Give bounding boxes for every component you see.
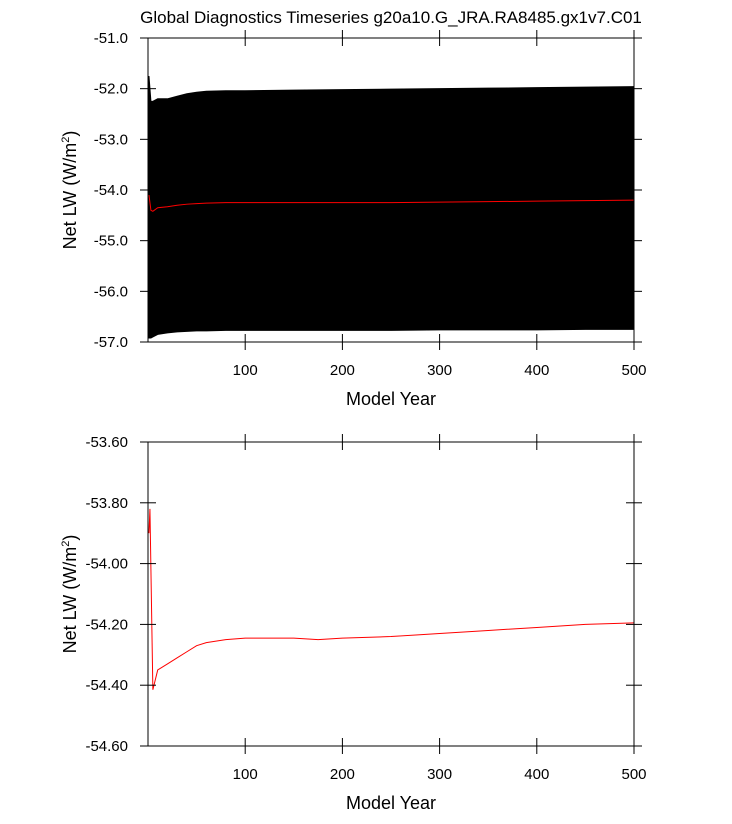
y-tick-label: -54.40 xyxy=(85,677,128,694)
y-tick-label: -57.0 xyxy=(94,334,128,351)
y-tick-label: -55.0 xyxy=(94,233,128,250)
y-axis-label: Net LW (W/m2) xyxy=(60,535,80,654)
envelope-area xyxy=(148,75,635,339)
x-tick-label: 400 xyxy=(524,362,549,379)
y-axis-label: Net LW (W/m2) xyxy=(60,131,80,250)
y-axis-label-end: ) xyxy=(60,535,80,541)
series-line xyxy=(148,508,635,690)
series-line xyxy=(148,195,635,212)
y-axis-label-end: ) xyxy=(60,131,80,137)
y-axis-label-text: Net LW (W/m xyxy=(60,143,80,250)
y-axis-label-sup: 2 xyxy=(60,137,72,143)
x-tick-label: 300 xyxy=(427,766,452,783)
x-axis-label: Model Year xyxy=(346,793,436,813)
y-axis-label-sup: 2 xyxy=(60,541,72,547)
y-tick-label: -54.00 xyxy=(85,556,128,573)
x-axis-label: Model Year xyxy=(346,389,436,409)
chart-title: Global Diagnostics Timeseries g20a10.G_J… xyxy=(140,8,642,27)
plot-frame xyxy=(147,441,635,747)
x-tick-label: 500 xyxy=(621,362,646,379)
x-tick-label: 400 xyxy=(524,766,549,783)
y-tick-label: -53.0 xyxy=(94,131,128,148)
y-axis-label-text: Net LW (W/m xyxy=(60,547,80,654)
x-tick-label: 300 xyxy=(427,362,452,379)
x-tick-label: 200 xyxy=(330,362,355,379)
x-tick-label: 100 xyxy=(233,362,258,379)
y-tick-label: -56.0 xyxy=(94,283,128,300)
y-tick-label: -51.0 xyxy=(94,30,128,47)
y-tick-label: -53.60 xyxy=(85,434,128,451)
x-tick-label: 500 xyxy=(621,766,646,783)
x-tick-label: 100 xyxy=(233,766,258,783)
y-tick-label: -54.60 xyxy=(85,738,128,755)
y-tick-label: -53.80 xyxy=(85,495,128,512)
y-tick-label: -54.0 xyxy=(94,182,128,199)
y-tick-label: -52.0 xyxy=(94,81,128,98)
x-tick-label: 200 xyxy=(330,766,355,783)
y-tick-label: -54.20 xyxy=(85,616,128,633)
